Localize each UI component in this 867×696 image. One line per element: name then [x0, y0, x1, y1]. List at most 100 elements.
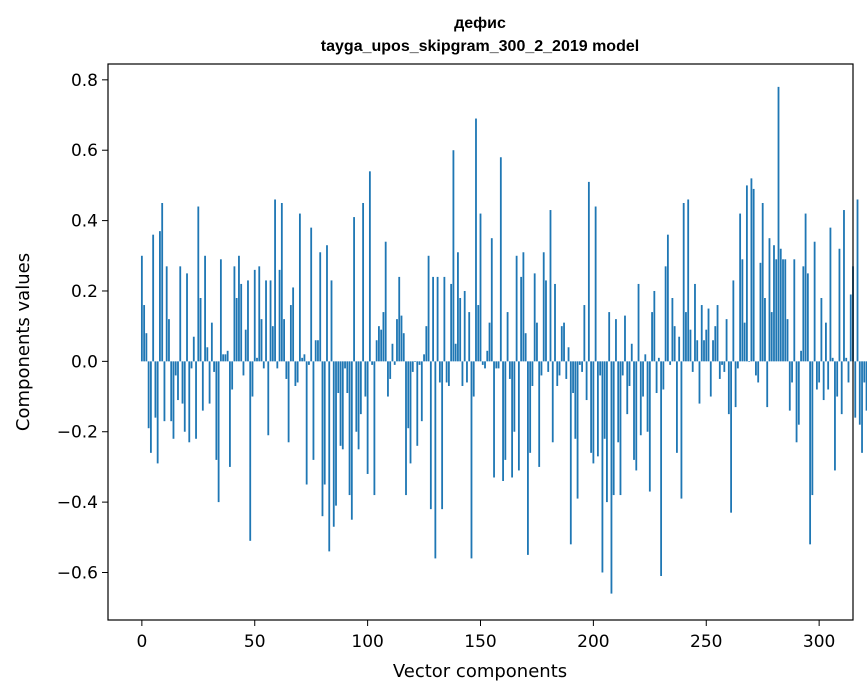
bar-70: [298, 213, 301, 362]
bar-290: [795, 361, 798, 443]
bar-161: [504, 361, 507, 460]
bar-187: [563, 322, 565, 362]
bar-318: [858, 361, 861, 425]
bar-46: [244, 329, 247, 362]
bar-296: [809, 361, 812, 545]
bar-295: [806, 273, 809, 362]
bar-276: [764, 298, 766, 362]
bar-213: [621, 361, 624, 376]
y-axis-ticks: −0.6 −0.4 −0.2 0.0 0.2 0.4 0.6 0.8: [57, 71, 108, 583]
bar-284: [782, 259, 784, 362]
bar-156: [493, 361, 495, 478]
bar-20: [186, 273, 188, 362]
bar-259: [725, 319, 728, 362]
bar-13: [170, 361, 173, 422]
bar-305: [829, 227, 832, 362]
bar-207: [608, 312, 611, 362]
bar-113: [396, 319, 398, 362]
y-tick-label: −0.4: [57, 493, 98, 513]
bar-138: [452, 150, 455, 362]
bar-107: [382, 312, 385, 362]
bar-204: [601, 361, 604, 573]
bar-81: [323, 361, 326, 485]
bar-152: [484, 361, 486, 369]
bar-144: [466, 361, 468, 383]
bar-77: [314, 340, 317, 362]
bar-47: [247, 280, 249, 362]
bar-230: [660, 361, 663, 577]
bar-162: [506, 312, 509, 362]
bar-115: [400, 315, 403, 362]
bar-226: [651, 312, 653, 362]
bar-193: [576, 361, 579, 499]
bar-211: [617, 361, 620, 443]
bar-82: [326, 245, 328, 362]
bar-258: [723, 361, 726, 372]
bar-126: [425, 326, 428, 362]
bar-78: [317, 340, 319, 362]
bar-231: [662, 361, 665, 390]
bar-23: [192, 336, 195, 362]
bar-239: [680, 361, 683, 499]
bar-208: [610, 361, 613, 594]
bar-169: [522, 252, 525, 362]
bar-148: [475, 118, 477, 362]
bar-117: [405, 361, 407, 496]
bar-246: [696, 340, 699, 362]
bar-180: [547, 361, 550, 372]
x-tick-label: 50: [244, 632, 266, 652]
bar-67: [292, 287, 295, 362]
bar-26: [199, 298, 202, 362]
bar-264: [736, 361, 739, 369]
bar-203: [599, 361, 602, 376]
bar-287: [788, 361, 791, 411]
bar-7: [156, 361, 159, 464]
bar-260: [727, 361, 730, 415]
bar-59: [274, 199, 276, 362]
bar-40: [231, 361, 234, 390]
bar-16: [177, 361, 179, 401]
bar-238: [678, 336, 681, 362]
bar-317: [856, 199, 859, 362]
bar-261: [730, 361, 732, 513]
bar-288: [791, 361, 793, 383]
x-tick-label: 0: [136, 632, 147, 652]
bar-65: [287, 361, 290, 443]
bar-179: [545, 280, 547, 362]
bar-58: [271, 326, 274, 362]
bar-191: [572, 361, 574, 394]
bar-43: [238, 255, 240, 362]
bar-53: [260, 319, 263, 362]
bar-62: [280, 203, 283, 362]
bar-45: [242, 361, 245, 376]
bar-160: [502, 361, 504, 481]
bar-100: [366, 361, 369, 474]
bar-80: [321, 361, 324, 517]
bar-74: [308, 361, 310, 365]
bar-316: [854, 361, 857, 418]
bar-150: [479, 213, 482, 362]
bar-27: [201, 361, 204, 411]
bar-127: [427, 255, 430, 362]
bar-224: [646, 361, 649, 432]
bar-28: [204, 255, 206, 362]
bar-297: [811, 361, 814, 496]
bar-172: [529, 361, 532, 453]
bar-133: [441, 361, 444, 510]
bar-9: [161, 203, 164, 362]
bar-128: [429, 361, 432, 510]
bar-110: [389, 361, 392, 379]
bar-173: [531, 361, 534, 386]
bar-175: [536, 322, 538, 362]
bar-85: [332, 361, 335, 527]
bar-178: [542, 252, 545, 362]
bar-114: [398, 276, 401, 362]
bar-83: [328, 361, 331, 552]
bar-101: [368, 171, 371, 362]
bar-311: [843, 210, 845, 362]
bar-75: [310, 227, 313, 362]
bar-88: [339, 361, 342, 446]
bar-166: [515, 255, 518, 362]
bar-140: [457, 252, 459, 362]
